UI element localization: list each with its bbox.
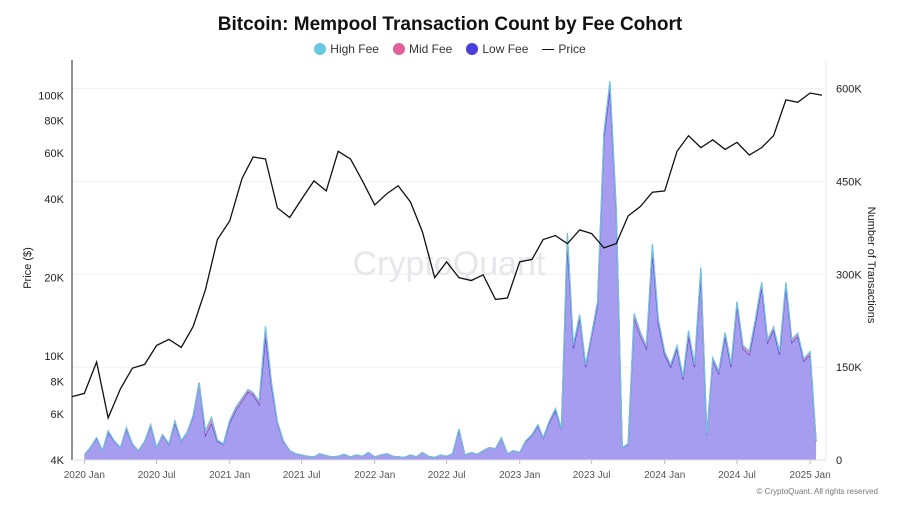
legend-swatch-price <box>542 48 555 50</box>
left-tick-label: 20K <box>44 273 64 285</box>
high-fee-line <box>83 81 817 459</box>
legend-swatch-low <box>466 43 479 55</box>
legend-item-mid-fee[interactable]: Mid Fee <box>392 42 453 56</box>
legend-item-price[interactable]: Price <box>542 42 586 56</box>
legend: High Fee Mid Fee Low Fee Price <box>0 42 900 56</box>
x-tick-label: 2020 Jan <box>64 470 105 481</box>
x-tick-label: 2020 Jul <box>138 470 176 481</box>
left-tick-label: 60K <box>44 148 64 160</box>
right-tick-label: 150K <box>836 362 862 374</box>
x-tick-label: 2022 Jan <box>354 470 395 481</box>
left-tick-label: 40K <box>44 194 64 206</box>
legend-label: High Fee <box>330 42 379 56</box>
legend-label: Mid Fee <box>408 42 453 56</box>
legend-item-high-fee[interactable]: High Fee <box>314 42 379 56</box>
low-fee-area <box>84 88 817 461</box>
right-axis-label: Number of Transactions <box>865 207 877 324</box>
left-tick-label: 100K <box>38 90 64 102</box>
x-tick-label: 2022 Jul <box>428 470 466 481</box>
x-tick-label: 2025 Jan <box>790 470 831 481</box>
x-tick-label: 2024 Jan <box>644 470 685 481</box>
left-tick-label: 80K <box>44 116 64 128</box>
x-tick-label: 2021 Jul <box>283 470 321 481</box>
x-tick-label: 2021 Jan <box>209 470 250 481</box>
legend-label: Low Fee <box>482 42 529 56</box>
chart-title: Bitcoin: Mempool Transaction Count by Fe… <box>217 14 683 35</box>
legend-item-low-fee[interactable]: Low Fee <box>466 42 528 56</box>
x-tick-label: 2024 Jul <box>718 470 756 481</box>
left-axis-label: Price ($) <box>22 247 34 289</box>
right-tick-label: 450K <box>836 176 862 188</box>
legend-label: Price <box>558 42 586 56</box>
watermark: CryptoQuant <box>353 245 546 283</box>
left-tick-label: 6K <box>51 409 65 421</box>
right-tick-label: 300K <box>836 269 862 281</box>
price-line <box>71 92 823 421</box>
x-tick-label: 2023 Jan <box>499 470 540 481</box>
left-tick-label: 4K <box>51 455 65 467</box>
right-tick-label: 600K <box>836 84 862 96</box>
legend-swatch-mid <box>392 43 405 55</box>
legend-swatch-high <box>314 43 327 55</box>
left-tick-label: 8K <box>51 376 65 388</box>
copyright-text: © CryptoQuant. All rights reserved <box>756 487 879 496</box>
x-tick-label: 2023 Jul <box>573 470 611 481</box>
left-tick-label: 10K <box>44 351 64 363</box>
right-tick-label: 0 <box>836 455 842 467</box>
